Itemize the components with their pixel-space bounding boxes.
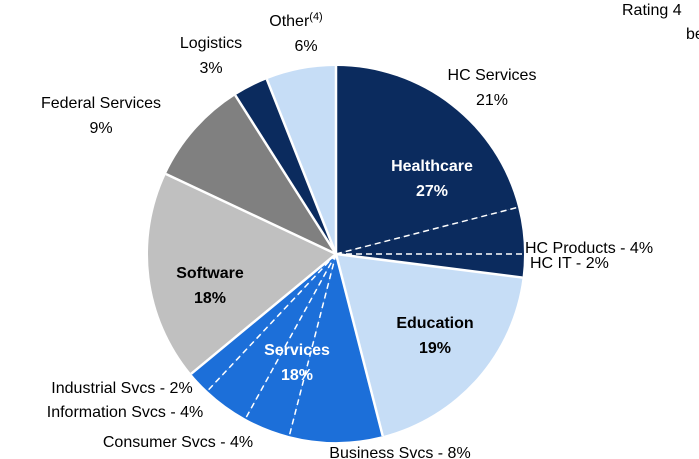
slice-name: Logistics — [180, 35, 242, 52]
slice-note: (4) — [309, 11, 322, 23]
slice-value-label: 21% — [476, 92, 508, 109]
slice-label: Business Svcs - 8% — [329, 445, 470, 459]
pie-slice — [245, 254, 336, 437]
pie-slice — [336, 66, 519, 254]
slice-value-label: 9% — [89, 120, 112, 137]
slice-border — [234, 94, 338, 255]
slice-name-text: Federal Services — [41, 95, 161, 112]
slice-name-text: Other — [269, 13, 310, 30]
slice-border — [190, 253, 337, 375]
pie-slice — [148, 173, 336, 374]
group-value-label: 18% — [281, 367, 313, 384]
slice-name: Software — [176, 265, 244, 282]
slice-border — [334, 253, 384, 437]
slice-border — [244, 253, 337, 420]
slice-label: Information Svcs - 4% — [47, 404, 204, 421]
slice-border — [288, 253, 337, 437]
slice-border — [206, 253, 337, 392]
slice-name: Education — [396, 315, 473, 332]
group-value-label: 27% — [416, 183, 448, 200]
slice-label: HC Products - 4% — [525, 240, 653, 257]
slice-name-text: HC Services — [448, 67, 537, 84]
pie-slice — [289, 254, 383, 442]
group-name: Healthcare — [391, 158, 473, 175]
slice-border — [265, 78, 338, 255]
slice-label: Consumer Svcs - 4% — [103, 434, 253, 451]
pie-slice — [191, 254, 336, 392]
slice-value-label: 18% — [194, 290, 226, 307]
annotation: Rating 4 — [622, 2, 682, 19]
slice-value-label: 6% — [294, 38, 317, 55]
pie-slice — [165, 95, 336, 254]
slice-name-text: Education — [396, 315, 473, 332]
slice-name-text: Software — [176, 265, 244, 282]
pie-slice — [336, 207, 524, 254]
pie-slice — [336, 254, 523, 437]
group-name: Services — [264, 342, 330, 359]
slice-border — [165, 172, 337, 256]
slice-name: HC Services — [448, 67, 537, 84]
slice-label: Industrial Svcs - 2% — [51, 380, 192, 397]
slice-name-text: Logistics — [180, 35, 242, 52]
slice-label: HC IT - 2% — [530, 255, 609, 272]
slice-border — [335, 206, 519, 255]
slice-value-label: 3% — [199, 60, 222, 77]
pie-slice — [235, 79, 336, 254]
pie-slice — [207, 254, 336, 419]
slice-border — [335, 252, 523, 279]
slice-value-label: 19% — [419, 340, 451, 357]
annotation: be — [686, 26, 699, 43]
slice-name: Federal Services — [41, 95, 161, 112]
slice-name: Other(4) — [269, 11, 322, 30]
